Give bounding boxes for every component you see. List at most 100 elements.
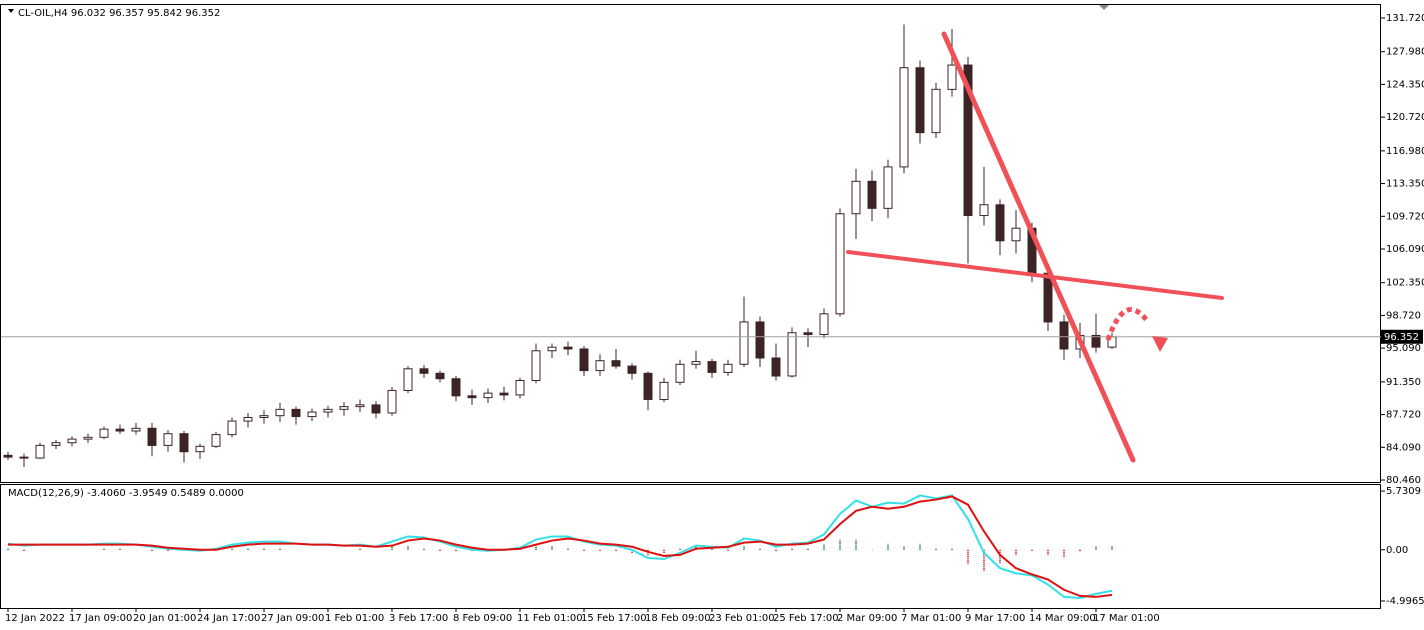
candle-body: [195, 445, 205, 453]
candle-body: [579, 348, 589, 372]
x-tick-label: 23 Feb 01:00: [709, 613, 775, 624]
candle-body: [611, 360, 621, 367]
candle-body: [643, 372, 653, 400]
y-tick-label: 124.350: [1386, 79, 1424, 90]
plot: 131.720 127.980 124.350 120.720 116.980 113.3…: [1, 13, 1424, 624]
candle-body: [419, 368, 429, 374]
candle-body: [931, 88, 941, 134]
x-tick-label: 8 Feb 09:00: [453, 613, 512, 624]
candle-body: [227, 420, 237, 436]
candle-body: [211, 434, 221, 447]
x-tick-label: 12 Jan 2022: [5, 613, 65, 624]
candle-body: [515, 380, 525, 396]
candle-body: [483, 392, 493, 399]
candle-body: [83, 436, 93, 440]
candle-body: [819, 313, 829, 336]
trend-line: [941, 31, 1136, 463]
price-panel: [0, 4, 1381, 483]
x-tick-label: 3 Feb 17:00: [389, 613, 448, 624]
candle-body: [99, 428, 109, 438]
candle-body: [883, 166, 893, 209]
candle-body: [163, 433, 173, 446]
x-tick-label: 1 Feb 01:00: [325, 613, 384, 624]
x-tick-label: 17 Mar 01:00: [1093, 613, 1160, 624]
y-tick-label: 113.350: [1386, 179, 1424, 190]
candle-body: [947, 64, 957, 90]
candle-body: [243, 416, 253, 422]
candle-body: [627, 365, 637, 374]
candle-body: [851, 180, 861, 215]
candle-body: [963, 64, 973, 217]
chart-title: CL-OIL,H4 96.032 96.357 95.842 96.352: [18, 8, 220, 19]
y-tick-label: 95.090: [1386, 343, 1421, 354]
candle-body: [995, 204, 1005, 242]
candle-body: [547, 346, 557, 352]
candle-body: [1011, 227, 1021, 242]
candle-body: [435, 372, 445, 380]
x-tick-label: 17 Jan 09:00: [69, 613, 132, 624]
y-tick-label: 127.980: [1386, 47, 1424, 58]
y-tick-label: 120.720: [1386, 112, 1424, 123]
y-tick-label: 109.720: [1386, 211, 1424, 222]
x-tick-label: 7 Mar 01:00: [901, 613, 961, 624]
candle-body: [595, 360, 605, 372]
candle-body: [979, 204, 989, 217]
candle-body: [275, 408, 285, 417]
candle-body: [675, 363, 685, 383]
candle-body: [115, 428, 125, 432]
candle-body: [835, 213, 845, 315]
candle-body: [19, 456, 29, 459]
candle-body: [179, 433, 189, 453]
x-tick-label: 9 Mar 17:00: [965, 613, 1025, 624]
y-tick-label: 131.720: [1386, 13, 1424, 24]
x-tick-label: 18 Feb 09:00: [645, 613, 711, 624]
x-tick-label: 24 Jan 17:00: [197, 613, 260, 624]
candle-body: [355, 404, 365, 408]
x-tick-label: 2 Mar 09:00: [837, 613, 897, 624]
candle-body: [707, 361, 717, 373]
candle-body: [915, 67, 925, 134]
last-price-label: 96.352: [1384, 332, 1419, 343]
candle-body: [371, 404, 381, 414]
candle-body: [67, 438, 77, 444]
candle-body: [35, 444, 45, 459]
candle-body: [723, 363, 733, 373]
y-tick-label: 91.350: [1386, 377, 1421, 388]
candle-body: [451, 378, 461, 397]
candle-body: [3, 454, 13, 458]
candle-body: [291, 408, 301, 418]
macd-panel: [0, 484, 1381, 609]
last-price-box: [1381, 329, 1423, 344]
candle-body: [563, 346, 573, 350]
macd-line: [7, 494, 1113, 599]
candle-body: [691, 361, 701, 365]
macd-title: MACD(12,26,9) -3.4060 -3.9549 0.5489 0.0…: [8, 488, 244, 499]
y-tick-label: 87.720: [1386, 410, 1421, 421]
x-tick-label: 11 Feb 01:00: [517, 613, 583, 624]
candle-body: [499, 392, 509, 396]
macd-line: [8, 495, 1113, 598]
shift-marker: [1099, 5, 1109, 10]
x-tick-label: 25 Feb 17:00: [773, 613, 839, 624]
candle-body: [339, 406, 349, 410]
x-tick-label: 27 Jan 09:00: [261, 613, 324, 624]
forecast-arrowhead: [1152, 336, 1168, 352]
candle-body: [387, 389, 397, 414]
candle-body: [51, 442, 61, 446]
y-tick-label: -4.9965: [1386, 596, 1424, 607]
x-tick-label: 15 Feb 17:00: [581, 613, 647, 624]
candle-body: [467, 395, 477, 399]
x-tick-label: 20 Jan 01:00: [133, 613, 196, 624]
candle-body: [659, 381, 669, 400]
title-arrow: [8, 9, 14, 13]
forecast-arrow: [1105, 307, 1151, 341]
y-tick-label: 116.980: [1386, 146, 1424, 157]
candle-body: [867, 180, 877, 209]
y-tick-label: 98.720: [1386, 310, 1421, 321]
candle-body: [771, 357, 781, 377]
y-tick-label: 80.460: [1386, 475, 1421, 486]
candle-body: [259, 415, 269, 418]
candle-body: [131, 427, 141, 432]
candle-body: [307, 411, 317, 418]
